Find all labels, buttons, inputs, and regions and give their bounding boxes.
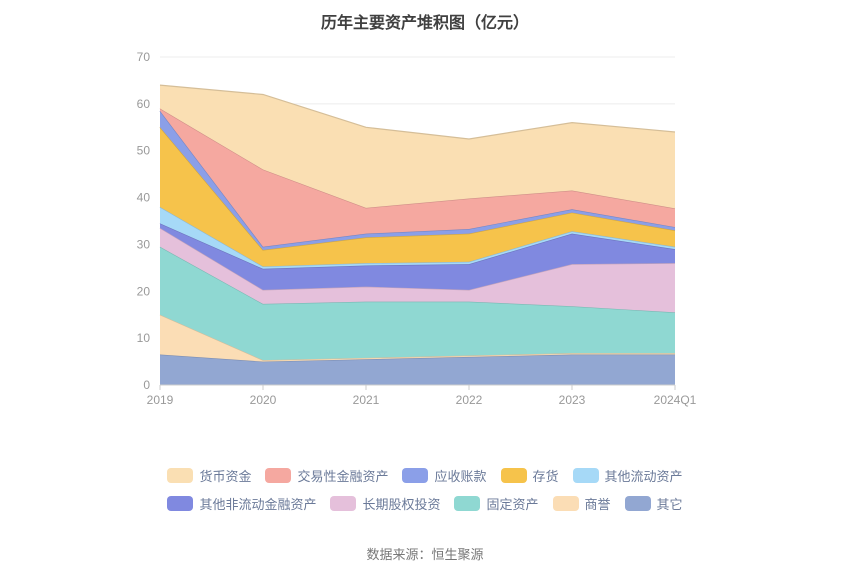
- legend-swatch: [552, 496, 579, 511]
- legend-label: 商誉: [584, 497, 611, 512]
- legend-item[interactable]: 货币资金: [167, 466, 251, 485]
- x-axis-label: 2024Q1: [654, 393, 697, 407]
- legend-item[interactable]: 其它: [624, 494, 683, 513]
- x-axis-label: 2021: [353, 393, 380, 407]
- area-series[interactable]: [160, 228, 675, 313]
- area-series[interactable]: [160, 246, 675, 361]
- area-series[interactable]: [160, 223, 675, 290]
- area-series[interactable]: [160, 127, 675, 267]
- legend-item[interactable]: 其他非流动金融资产: [167, 494, 316, 513]
- area-series[interactable]: [160, 110, 675, 251]
- y-axis-label: 0: [143, 378, 150, 392]
- legend-label: 应收账款: [434, 469, 487, 484]
- legend-label: 货币资金: [199, 469, 252, 484]
- y-axis-label: 40: [137, 191, 151, 205]
- area-series[interactable]: [160, 354, 675, 385]
- y-axis-label: 30: [137, 237, 151, 251]
- legend-item[interactable]: 存货: [500, 466, 559, 485]
- legend-label: 其它: [656, 497, 683, 512]
- legend-label: 固定资产: [486, 497, 539, 512]
- legend-swatch: [402, 468, 429, 483]
- stacked-area-chart: 0 10 20 30 40 50 60 70 2019 2020 2021 2022 2023 2024Q…: [137, 50, 697, 407]
- legend-swatch: [624, 496, 651, 511]
- x-axis-label: 2023: [559, 393, 586, 407]
- legend-item[interactable]: 应收账款: [402, 466, 487, 485]
- legend-swatch: [500, 468, 527, 483]
- legend-swatch: [454, 496, 481, 511]
- legend-label: 交易性金融资产: [297, 469, 389, 484]
- x-axis-label: 2020: [250, 393, 277, 407]
- y-axis-label: 60: [137, 97, 151, 111]
- x-axis-label: 2022: [456, 393, 483, 407]
- legend-swatch: [330, 496, 357, 511]
- legend-item[interactable]: 固定资产: [454, 494, 539, 513]
- legend-item[interactable]: 商誉: [552, 494, 611, 513]
- y-axis-label: 10: [137, 331, 151, 345]
- legend-item[interactable]: 其他流动资产: [572, 466, 683, 485]
- legend-item[interactable]: 交易性金融资产: [265, 466, 388, 485]
- chart-title: 历年主要资产堆积图（亿元）: [320, 15, 529, 32]
- y-axis-label: 50: [137, 144, 151, 158]
- x-axis-label: 2019: [147, 393, 174, 407]
- area-series-topline: [159, 84, 676, 140]
- y-axis-label: 70: [137, 50, 151, 64]
- legend-label: 存货: [532, 469, 559, 484]
- area-series[interactable]: [160, 85, 675, 209]
- legend-swatch: [167, 496, 194, 511]
- area-series[interactable]: [160, 314, 675, 362]
- legend-item[interactable]: 长期股权投资: [330, 494, 440, 513]
- data-source-caption: 数据来源：恒生聚源: [366, 547, 484, 562]
- chart-legend: 货币资金 交易性金融资产 应收账款 存货 其他流动资产其他非流动金融资产 长期股权投资 固定…: [145, 466, 705, 513]
- legend-label: 其他流动资产: [604, 469, 683, 484]
- y-axis-label: 20: [137, 284, 151, 298]
- area-series[interactable]: [160, 108, 675, 247]
- legend-label: 其他非流动金融资产: [199, 497, 317, 512]
- legend-swatch: [572, 468, 599, 483]
- legend-label: 长期股权投资: [362, 497, 441, 512]
- legend-swatch: [167, 468, 194, 483]
- legend-swatch: [265, 468, 292, 483]
